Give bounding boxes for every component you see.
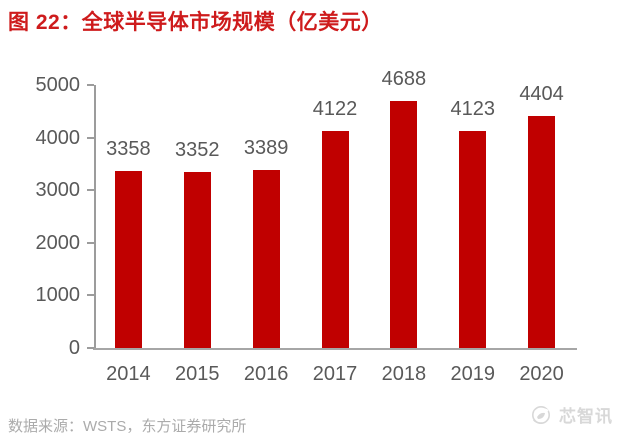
y-tick-mark — [87, 136, 94, 139]
y-tick-mark — [87, 347, 94, 349]
bar — [183, 171, 211, 348]
figure-title: 图 22：全球半导体市场规模（亿美元） — [8, 11, 383, 34]
watermark-text: 芯智讯 — [559, 407, 613, 426]
y-axis-line — [94, 85, 96, 350]
x-axis-line — [93, 348, 577, 350]
watermark: 芯智讯 — [530, 402, 613, 427]
bar-value-label: 3389 — [243, 136, 289, 159]
x-tick-label: 2014 — [106, 363, 151, 385]
source-note: 数据来源：WSTS，东方证券研究所 — [8, 418, 247, 435]
bar-value-label: 4122 — [312, 98, 358, 121]
bar — [321, 131, 349, 348]
x-tick-label: 2015 — [175, 363, 220, 385]
x-tick-label: 2016 — [243, 363, 289, 385]
bar — [252, 169, 280, 348]
y-tick-mark — [87, 241, 94, 244]
xinzhixun-logo-icon — [532, 405, 550, 424]
y-tick-label: 1000 — [35, 284, 81, 307]
y-tick-label: 0 — [68, 337, 80, 359]
x-tick-label: 2019 — [450, 363, 495, 385]
y-tick-mark — [87, 84, 94, 86]
y-tick-label: 3000 — [35, 179, 81, 202]
bar — [390, 101, 418, 348]
y-tick-label: 2000 — [35, 231, 81, 254]
bar-value-label: 4688 — [381, 68, 427, 91]
y-tick-mark — [87, 294, 94, 297]
bar-value-label: 4404 — [519, 83, 564, 106]
y-tick-label: 5000 — [35, 74, 81, 96]
bar-value-label: 4123 — [450, 98, 495, 121]
bar — [114, 171, 142, 348]
bar-value-label: 3352 — [175, 138, 220, 161]
bar — [459, 131, 487, 348]
x-tick-label: 2020 — [519, 363, 564, 385]
y-tick-label: 4000 — [35, 126, 81, 149]
plot-area — [94, 85, 576, 348]
y-tick-mark — [87, 189, 94, 192]
bar-value-label: 3358 — [106, 138, 151, 161]
x-tick-label: 2018 — [381, 363, 427, 385]
bar — [528, 116, 556, 348]
x-tick-label: 2017 — [312, 363, 358, 385]
